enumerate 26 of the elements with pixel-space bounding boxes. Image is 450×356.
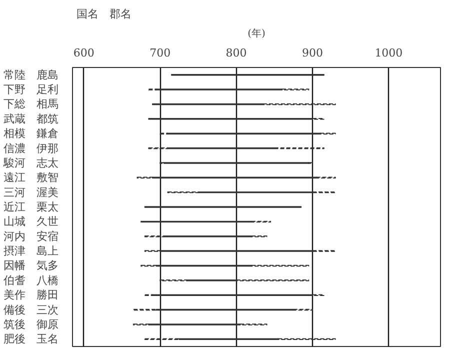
y-tick-label: 近江 栗太 [4,200,58,214]
y-axis-title: 国名 郡名 [76,8,132,20]
y-tick-label: 信濃 伊那 [4,142,58,155]
y-tick-label: 武蔵 都筑 [4,112,58,126]
y-tick-label: 肥後 玉名 [4,332,58,346]
x-tick-label: 600 [73,46,94,60]
x-tick-label: 700 [150,46,171,60]
y-tick-label: 山城 久世 [4,215,58,228]
y-tick-label: 備後 三次 [4,303,58,316]
x-axis-title: (年) [248,28,266,40]
y-tick-label: 相模 鎌倉 [4,127,58,140]
y-tick-label: 河内 安宿 [4,230,58,243]
y-tick-label: 常陸 鹿島 [4,68,58,82]
y-tick-label: 伯耆 八橋 [4,274,58,287]
y-tick-label: 三河 渥美 [4,186,58,199]
y-tick-label: 美作 勝田 [4,288,58,302]
y-tick-label: 因幡 気多 [4,259,58,272]
x-tick-label: 1000 [374,46,403,60]
x-tick-label: 900 [302,46,323,60]
y-tick-label: 摂津 島上 [4,244,58,258]
y-tick-label: 遠江 敷智 [4,171,58,184]
y-tick-label: 下野 足利 [4,83,58,96]
y-tick-label: 筑後 御原 [4,318,58,331]
y-tick-label: 駿河 志太 [2,156,58,170]
y-tick-label: 下総 相馬 [4,98,58,111]
x-tick-label: 800 [226,46,247,60]
